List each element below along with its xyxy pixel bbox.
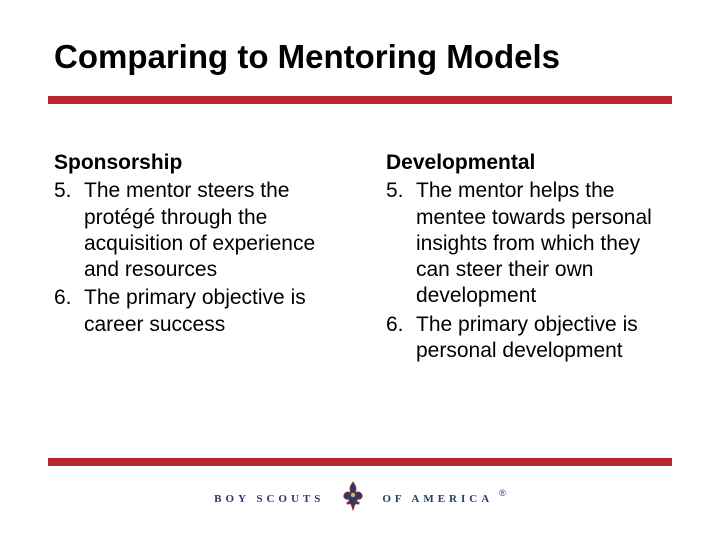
right-heading: Developmental bbox=[386, 150, 678, 176]
logo-text-left: BOY SCOUTS bbox=[214, 493, 324, 505]
list-item: 6. The primary objective is personal dev… bbox=[386, 312, 678, 365]
left-heading: Sponsorship bbox=[54, 150, 346, 176]
left-column: Sponsorship 5. The mentor steers the pro… bbox=[54, 150, 346, 366]
item-text: The primary objective is personal develo… bbox=[416, 312, 678, 365]
slide: Comparing to Mentoring Models Sponsorshi… bbox=[0, 0, 720, 540]
content-columns: Sponsorship 5. The mentor steers the pro… bbox=[54, 150, 678, 366]
logo-text-right: OF AMERICA bbox=[382, 493, 493, 505]
item-text: The primary objective is career success bbox=[84, 285, 346, 338]
fleur-de-lis-icon bbox=[340, 481, 366, 516]
slide-title: Comparing to Mentoring Models bbox=[54, 38, 560, 76]
item-text: The mentor helps the mentee towards pers… bbox=[416, 178, 678, 309]
item-text: The mentor steers the protégé through th… bbox=[84, 178, 346, 283]
right-column: Developmental 5. The mentor helps the me… bbox=[386, 150, 678, 366]
item-number: 5. bbox=[54, 178, 84, 283]
item-number: 6. bbox=[54, 285, 84, 338]
divider-bottom bbox=[48, 458, 672, 466]
divider-top bbox=[48, 96, 672, 104]
item-number: 5. bbox=[386, 178, 416, 309]
registered-mark: ® bbox=[499, 488, 506, 498]
footer-logo: BOY SCOUTS OF AMERICA ® bbox=[0, 481, 720, 516]
list-item: 5. The mentor helps the mentee towards p… bbox=[386, 178, 678, 309]
list-item: 5. The mentor steers the protégé through… bbox=[54, 178, 346, 283]
item-number: 6. bbox=[386, 312, 416, 365]
list-item: 6. The primary objective is career succe… bbox=[54, 285, 346, 338]
